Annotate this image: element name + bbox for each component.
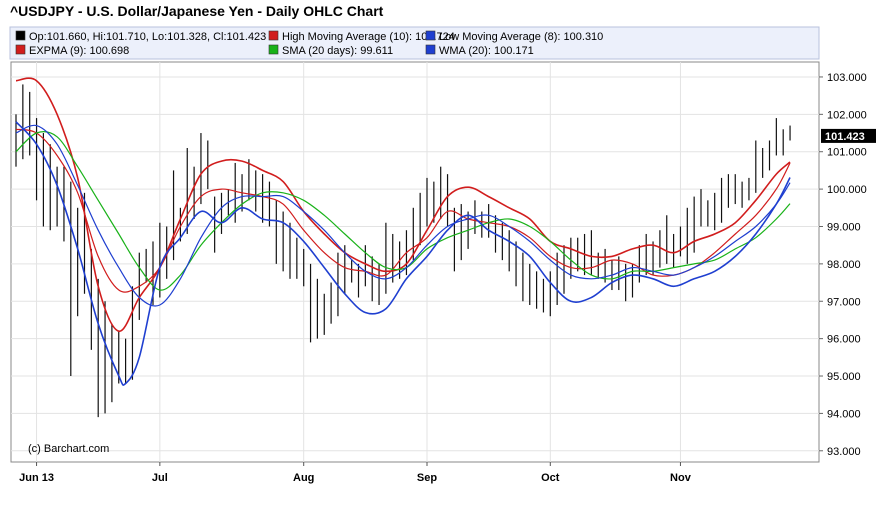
last-value-box xyxy=(821,128,876,143)
y-tick-label: 94.000 xyxy=(827,408,861,420)
legend-swatch xyxy=(15,30,26,41)
x-tick-label: Oct xyxy=(541,472,560,484)
legend-background xyxy=(9,26,820,60)
y-tick-label: 95.000 xyxy=(827,371,861,383)
legend-swatch xyxy=(268,44,279,55)
legend-item: Op:101.660, Hi:101.710, Lo:101.328, Cl:1… xyxy=(29,31,266,43)
series-line xyxy=(15,124,791,307)
x-tick-label: Sep xyxy=(417,472,437,484)
chart-title: ^USDJPY - U.S. Dollar/Japanese Yen - Dai… xyxy=(10,3,384,19)
x-axis: Jun 13 Jul Aug Sep Oct Nov xyxy=(19,462,692,484)
y-tick-label: 102.000 xyxy=(827,109,867,121)
y-tick-label: 101.000 xyxy=(827,147,867,159)
moving-average-lines xyxy=(15,77,791,386)
last-value-label: 101.423 xyxy=(825,131,865,143)
legend-item: EXPMA (9): 100.698 xyxy=(29,45,129,57)
y-tick-label: 93.000 xyxy=(827,446,861,458)
legend-swatch xyxy=(15,44,26,55)
x-tick-label: Jun 13 xyxy=(19,472,54,484)
legend-item: WMA (20): 100.171 xyxy=(439,45,534,57)
legend-item: SMA (20 days): 99.611 xyxy=(282,45,393,57)
y-tick-label: 97.000 xyxy=(827,296,861,308)
x-tick-label: Aug xyxy=(293,472,314,484)
y-tick-label: 100.000 xyxy=(827,184,867,196)
y-tick-label: 96.000 xyxy=(827,334,861,346)
legend-swatch xyxy=(425,44,436,55)
legend-item: Low Moving Average (8): 100.310 xyxy=(439,31,603,43)
y-tick-label: 99.000 xyxy=(827,221,861,233)
legend-swatch xyxy=(425,30,436,41)
y-tick-label: 103.000 xyxy=(827,72,867,84)
credit-label: (c) Barchart.com xyxy=(28,443,109,455)
series-line xyxy=(15,128,791,293)
plot-area xyxy=(10,61,820,463)
x-tick-label: Nov xyxy=(670,472,692,484)
series-line xyxy=(15,121,791,386)
y-tick-label: 98.000 xyxy=(827,259,861,271)
y-axis: 93.000 94.000 95.000 96.000 97.000 98.000 99.0… xyxy=(819,72,876,458)
legend-item: High Moving Average (10): 100.724 xyxy=(282,31,455,43)
x-tick-label: Jul xyxy=(152,472,168,484)
legend-swatch xyxy=(268,30,279,41)
legend: Op:101.660, Hi:101.710, Lo:101.328, Cl:1… xyxy=(9,26,820,60)
